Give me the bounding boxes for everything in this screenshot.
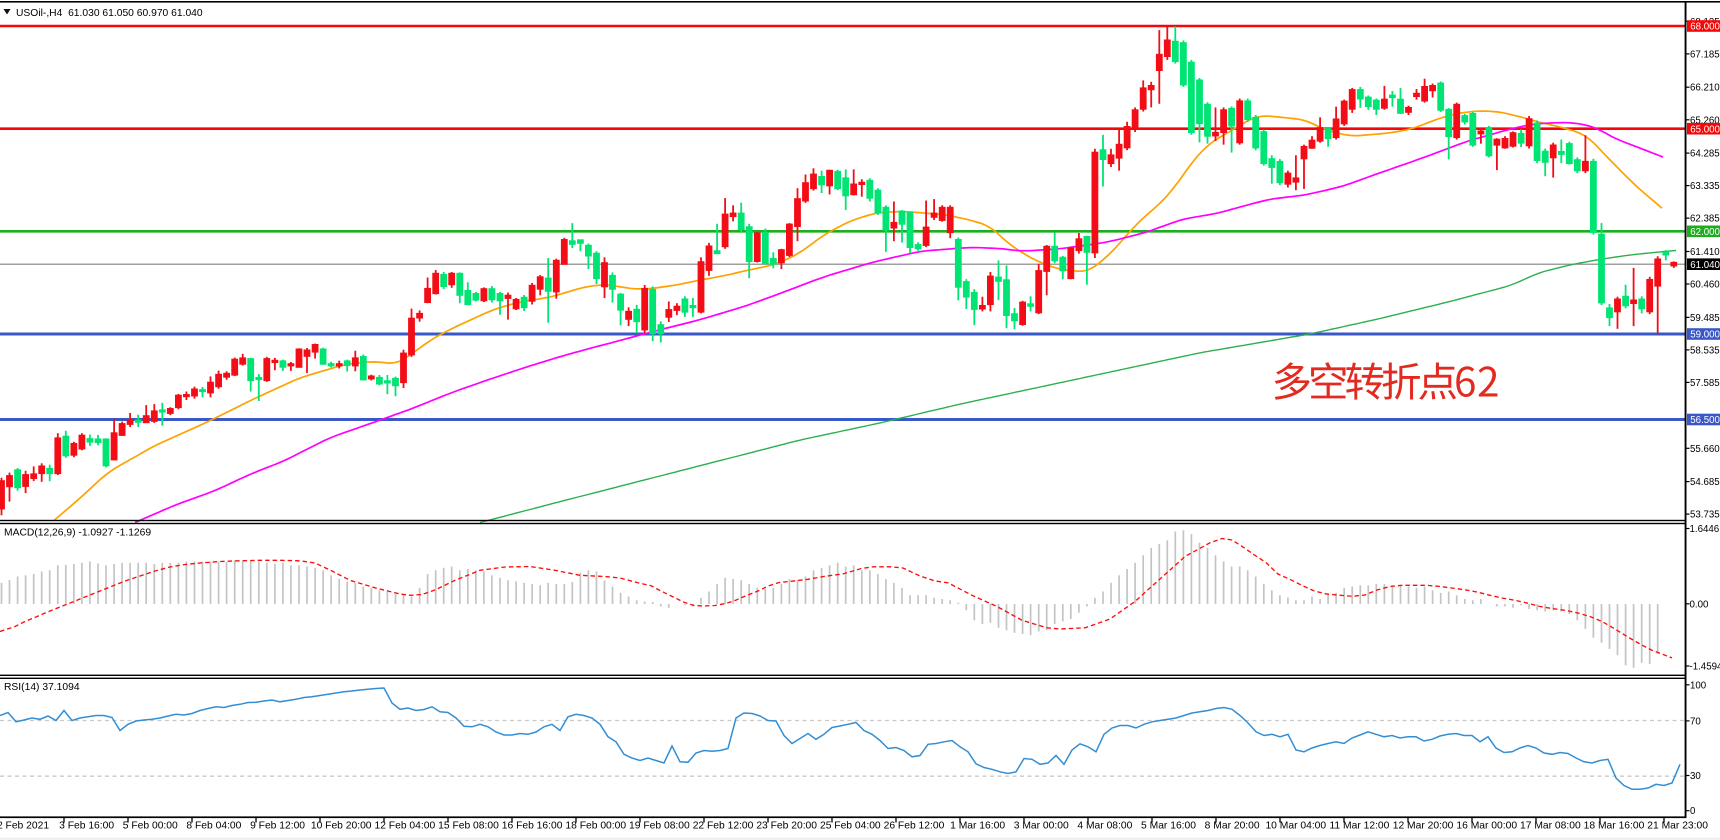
svg-text:3 Mar 00:00: 3 Mar 00:00	[1014, 821, 1069, 832]
svg-text:60.460: 60.460	[1690, 280, 1720, 291]
svg-text:30: 30	[1690, 771, 1701, 782]
svg-text:53.735: 53.735	[1690, 510, 1720, 521]
svg-text:66.210: 66.210	[1690, 83, 1720, 94]
svg-text:54.685: 54.685	[1690, 477, 1720, 488]
svg-text:18 Feb 00:00: 18 Feb 00:00	[565, 821, 626, 832]
svg-text:70: 70	[1690, 716, 1701, 727]
svg-text:55.660: 55.660	[1690, 444, 1720, 455]
svg-text:64.285: 64.285	[1690, 149, 1720, 160]
svg-text:67.185: 67.185	[1690, 49, 1720, 60]
svg-text:USOil-,H4 61.030 61.050 60.97: USOil-,H4 61.030 61.050 60.970 61.040	[16, 8, 203, 19]
svg-text:5 Feb 00:00: 5 Feb 00:00	[123, 821, 178, 832]
svg-text:1 Mar 16:00: 1 Mar 16:00	[950, 821, 1005, 832]
svg-text:17 Mar 08:00: 17 Mar 08:00	[1520, 821, 1581, 832]
svg-text:MACD(12,26,9) -1.0927 -1.1269: MACD(12,26,9) -1.0927 -1.1269	[4, 528, 151, 539]
svg-text:21 Mar 23:00: 21 Mar 23:00	[1647, 821, 1708, 832]
svg-text:26 Feb 12:00: 26 Feb 12:00	[884, 821, 945, 832]
svg-text:10 Feb 20:00: 10 Feb 20:00	[311, 821, 372, 832]
svg-text:15 Feb 08:00: 15 Feb 08:00	[438, 821, 499, 832]
svg-text:56.500: 56.500	[1690, 415, 1720, 426]
svg-text:65.000: 65.000	[1690, 124, 1720, 135]
svg-text:4 Mar 08:00: 4 Mar 08:00	[1077, 821, 1132, 832]
svg-text:11 Mar 12:00: 11 Mar 12:00	[1329, 821, 1389, 832]
svg-text:63.335: 63.335	[1690, 181, 1720, 192]
svg-text:68.000: 68.000	[1690, 22, 1720, 33]
svg-text:23 Feb 20:00: 23 Feb 20:00	[756, 821, 817, 832]
svg-text:1.6446: 1.6446	[1690, 524, 1720, 535]
svg-text:59.000: 59.000	[1690, 330, 1720, 341]
svg-text:0.00: 0.00	[1690, 599, 1709, 610]
svg-text:18 Mar 16:00: 18 Mar 16:00	[1584, 821, 1645, 832]
svg-text:59.485: 59.485	[1690, 313, 1720, 324]
svg-text:16 Feb 16:00: 16 Feb 16:00	[502, 821, 563, 832]
svg-text:61.410: 61.410	[1690, 247, 1720, 258]
svg-text:2 Feb 2021: 2 Feb 2021	[0, 821, 49, 832]
svg-text:5 Mar 16:00: 5 Mar 16:00	[1141, 821, 1196, 832]
svg-text:9 Feb 12:00: 9 Feb 12:00	[250, 821, 305, 832]
svg-text:57.585: 57.585	[1690, 378, 1720, 389]
svg-text:10 Mar 04:00: 10 Mar 04:00	[1265, 821, 1326, 832]
svg-text:100: 100	[1690, 680, 1707, 691]
svg-text:3 Feb 16:00: 3 Feb 16:00	[59, 821, 114, 832]
svg-text:25 Feb 04:00: 25 Feb 04:00	[820, 821, 881, 832]
svg-text:8 Mar 20:00: 8 Mar 20:00	[1205, 821, 1260, 832]
svg-text:-1.4594: -1.4594	[1690, 662, 1720, 673]
svg-text:58.535: 58.535	[1690, 345, 1720, 356]
svg-text:61.040: 61.040	[1690, 260, 1720, 271]
svg-text:62.385: 62.385	[1690, 214, 1720, 225]
svg-text:22 Feb 12:00: 22 Feb 12:00	[693, 821, 754, 832]
svg-text:RSI(14) 37.1094: RSI(14) 37.1094	[4, 682, 80, 693]
svg-text:65.260: 65.260	[1690, 115, 1720, 126]
svg-text:16 Mar 00:00: 16 Mar 00:00	[1456, 821, 1517, 832]
svg-text:0: 0	[1690, 806, 1696, 817]
svg-text:8 Feb 04:00: 8 Feb 04:00	[186, 821, 241, 832]
svg-text:19 Feb 08:00: 19 Feb 08:00	[629, 821, 690, 832]
svg-text:62.000: 62.000	[1690, 227, 1720, 238]
svg-text:12 Feb 04:00: 12 Feb 04:00	[374, 821, 435, 832]
svg-text:12 Mar 20:00: 12 Mar 20:00	[1393, 821, 1454, 832]
